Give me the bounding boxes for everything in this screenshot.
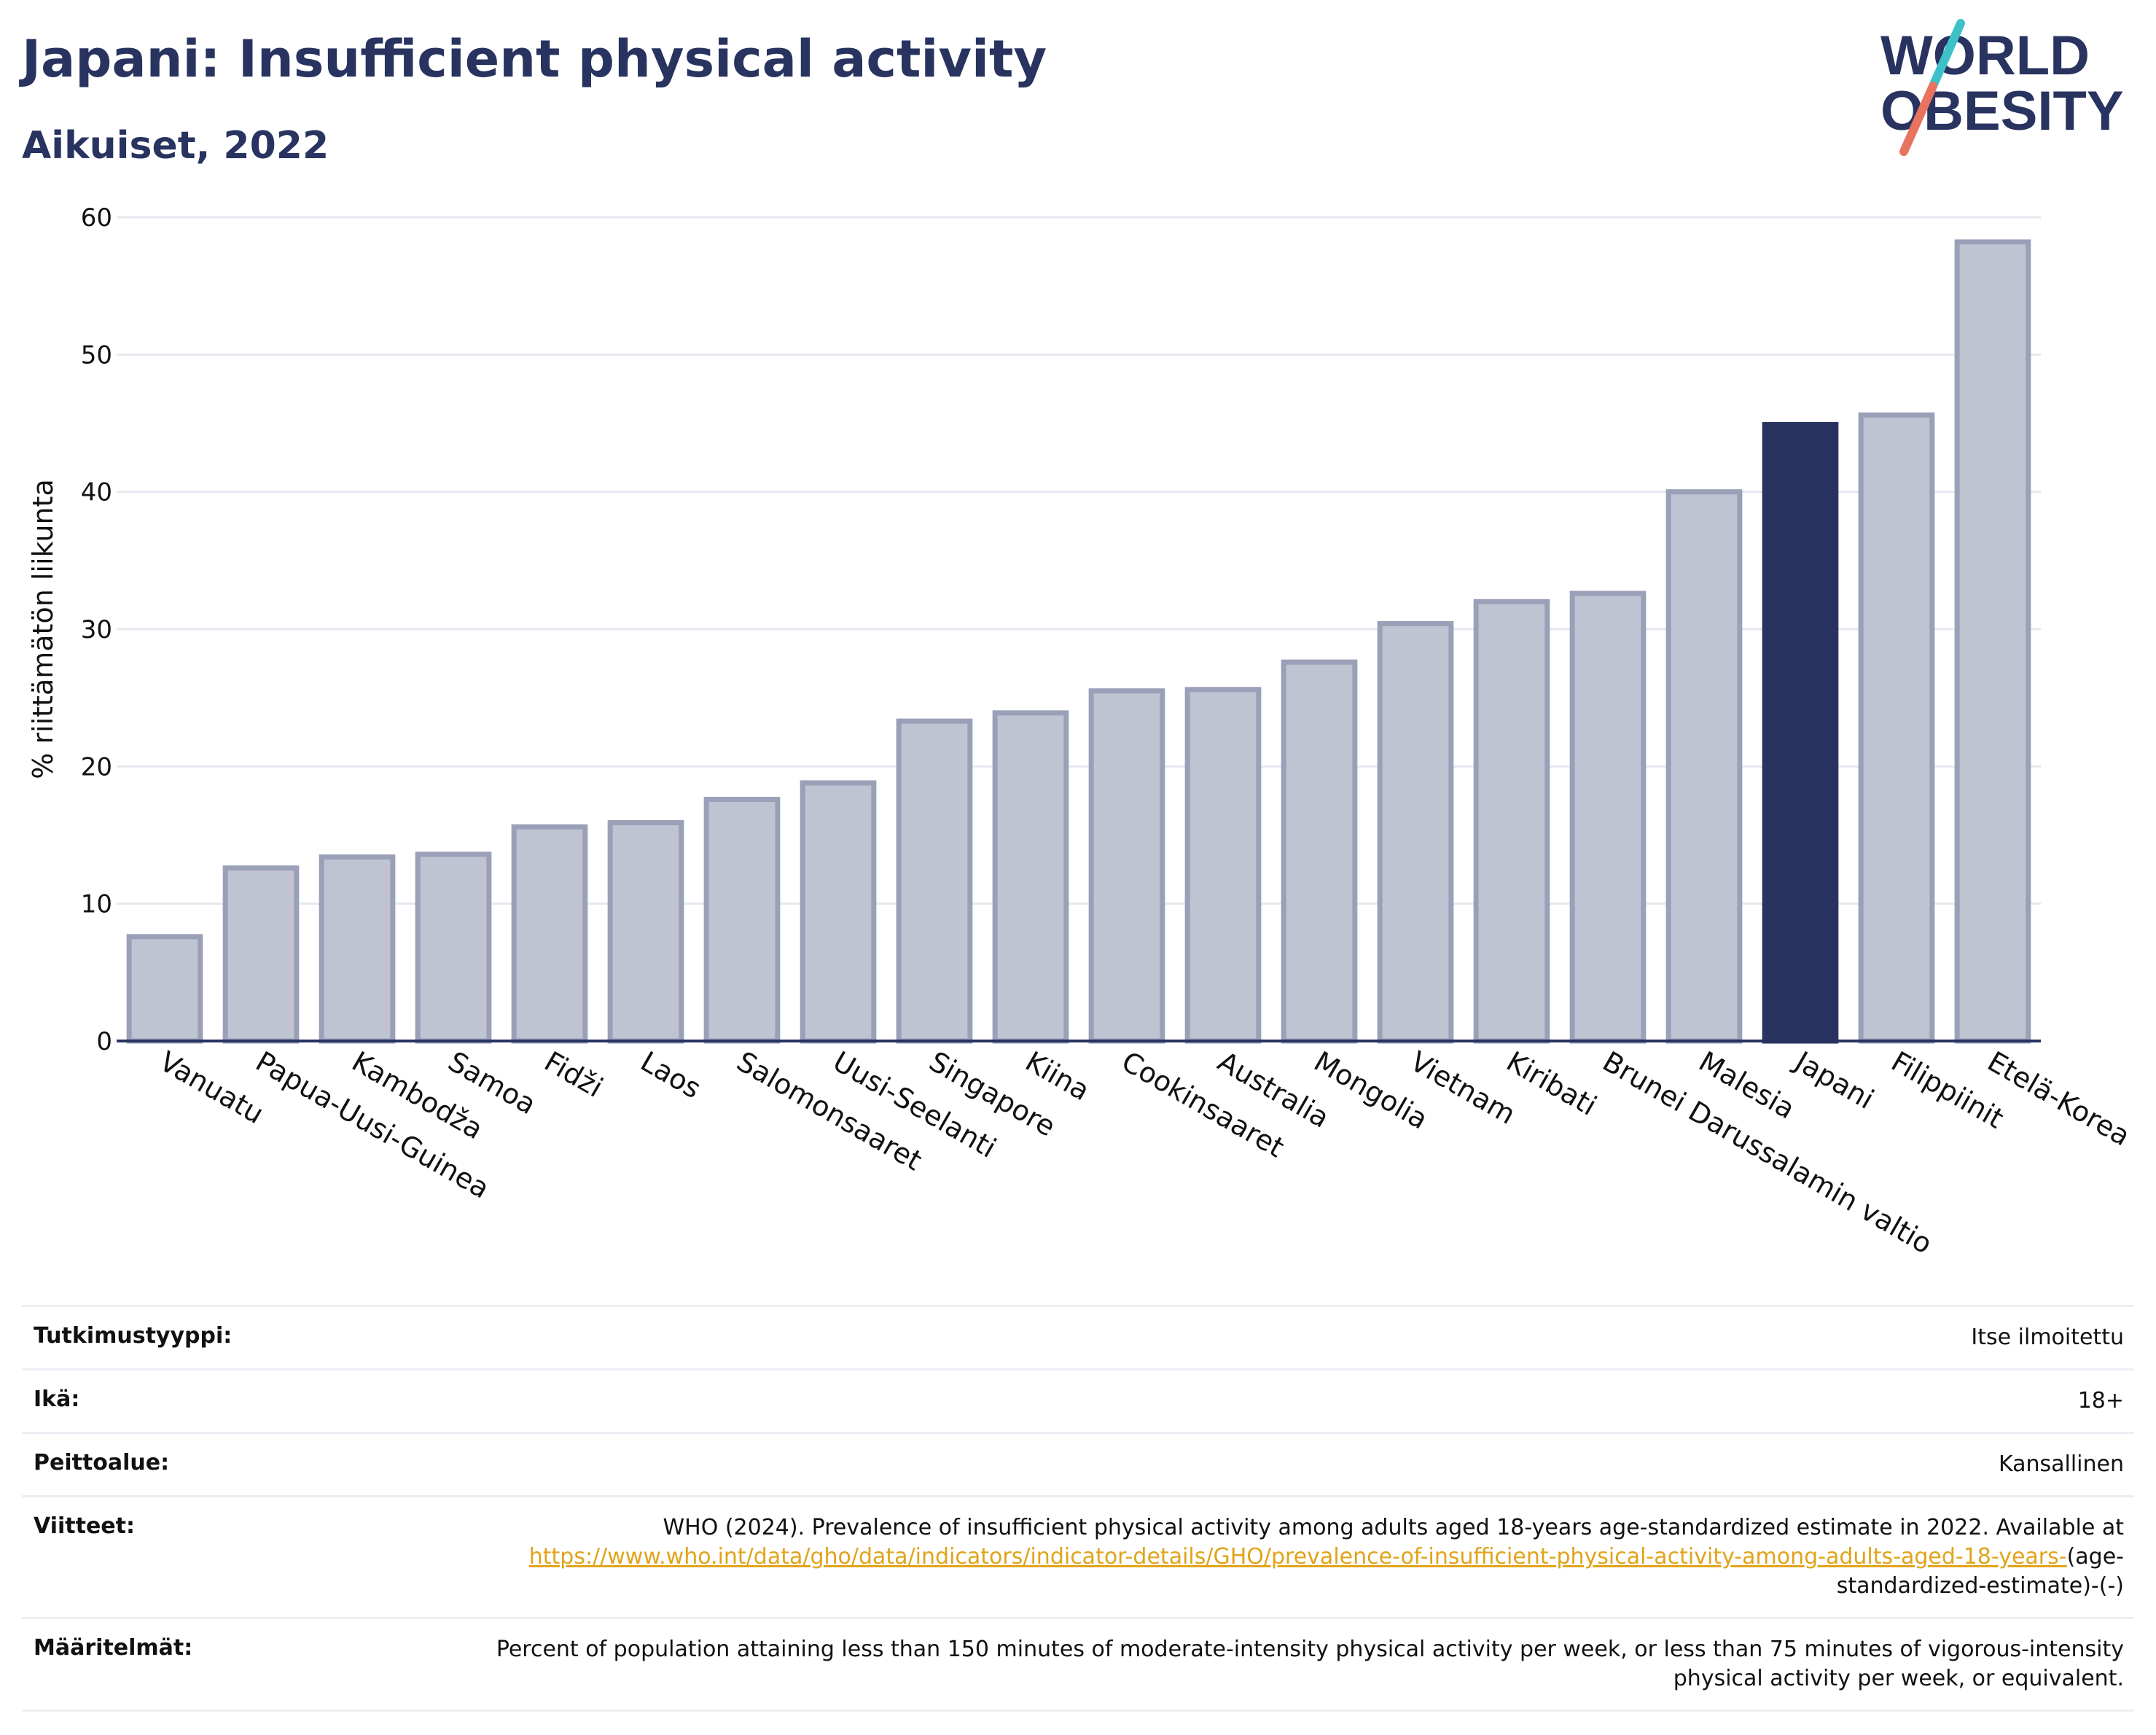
- meta-label: Ikä:: [34, 1387, 80, 1412]
- x-tick-label: Japani: [1789, 1045, 1880, 1115]
- meta-value-text: Kansallinen: [1998, 1451, 2124, 1477]
- x-tick-label: Fidži: [539, 1045, 609, 1104]
- bar: [1858, 412, 1935, 1044]
- bar: [703, 797, 781, 1044]
- logo-line-world: WORLD: [1880, 25, 2090, 87]
- meta-value: 18+: [2078, 1387, 2124, 1416]
- bar: [415, 851, 492, 1044]
- meta-row: Tutkimustyyppi: Itse ilmoitettu: [22, 1305, 2134, 1368]
- meta-label: Määritelmät:: [34, 1635, 193, 1661]
- bar: [1377, 620, 1454, 1044]
- bar: [1762, 421, 1839, 1044]
- bar: [607, 820, 684, 1044]
- x-tick-label: Cookinsaaret: [1117, 1045, 1290, 1164]
- y-tick-label: 10: [81, 890, 112, 919]
- bar: [1088, 688, 1165, 1044]
- y-tick-label: 30: [81, 615, 112, 644]
- meta-row: Ikä: 18+: [22, 1368, 2134, 1432]
- meta-label: Viitteet:: [34, 1513, 135, 1539]
- logo-slash-teal: [1929, 19, 1965, 90]
- bar: [896, 718, 973, 1044]
- meta-value-suffix: (age-standardized-estimate)-(-): [1836, 1544, 2124, 1599]
- x-tick-label: Vanuatu: [155, 1045, 270, 1130]
- bar: [319, 854, 396, 1044]
- meta-value: Percent of population attaining less tha…: [448, 1635, 2124, 1693]
- meta-row: Peittoalue: Kansallinen: [22, 1432, 2134, 1495]
- y-tick-label: 40: [81, 478, 112, 507]
- meta-label: Tutkimustyyppi:: [34, 1323, 233, 1349]
- x-tick-label: Brunei Darussalamin valtio: [1598, 1045, 1938, 1260]
- meta-row: Viitteet: WHO (2024). Prevalence of insuf…: [22, 1495, 2134, 1617]
- metadata-table: Tutkimustyyppi: Itse ilmoitettu Ikä: 18+ Pei…: [22, 1305, 2134, 1712]
- page-title: Japani: Insufficient physical activity: [22, 29, 1047, 89]
- meta-value-text: Percent of population attaining less tha…: [496, 1637, 2124, 1691]
- y-tick-label: 20: [81, 752, 112, 781]
- bar: [1665, 489, 1743, 1044]
- meta-row: Määritelmät: Percent of population attain…: [22, 1617, 2134, 1712]
- meta-value: Itse ilmoitettu: [1971, 1323, 2124, 1352]
- y-tick-label: 60: [81, 203, 112, 233]
- bar: [1569, 590, 1647, 1044]
- y-tick-label: 0: [96, 1027, 112, 1056]
- bar: [1184, 687, 1262, 1044]
- bar: [992, 710, 1069, 1044]
- bar: [1954, 239, 2031, 1044]
- bar-chart: 0 10 20 30 40 50 60 % riittämätön liikunta Vanua…: [27, 203, 2136, 1260]
- bar: [800, 780, 877, 1044]
- meta-value: Kansallinen: [1999, 1450, 2124, 1479]
- meta-value-text: WHO (2024). Prevalence of insufficient p…: [663, 1515, 2124, 1540]
- reference-link[interactable]: https://www.who.int/data/gho/data/indica…: [528, 1544, 2067, 1570]
- y-axis-label: % riittämätön liikunta: [27, 479, 59, 779]
- meta-value-text: 18+: [2077, 1388, 2124, 1414]
- meta-label: Peittoalue:: [34, 1450, 170, 1475]
- world-obesity-logo: WORLD OBESITY: [1880, 19, 2124, 156]
- bar: [1473, 599, 1550, 1044]
- bar: [511, 824, 588, 1044]
- logo-slash-coral: [1899, 82, 1937, 156]
- page-subtitle: Aikuiset, 2022: [22, 124, 329, 168]
- x-tick-label: Etelä-Korea: [1983, 1045, 2136, 1153]
- meta-value-text: Itse ilmoitettu: [1971, 1325, 2124, 1350]
- bar: [222, 865, 300, 1044]
- bar: [126, 934, 203, 1044]
- meta-value: WHO (2024). Prevalence of insufficient p…: [448, 1513, 2124, 1601]
- bar: [1281, 659, 1358, 1044]
- x-tick-label: Laos: [636, 1045, 707, 1105]
- y-tick-label: 50: [81, 340, 112, 370]
